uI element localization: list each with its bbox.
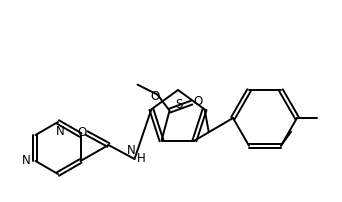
Text: N: N xyxy=(56,125,64,138)
Text: O: O xyxy=(193,95,202,108)
Text: H: H xyxy=(136,152,145,164)
Text: N: N xyxy=(127,143,136,157)
Text: N: N xyxy=(22,155,30,167)
Text: S: S xyxy=(175,98,183,111)
Text: O: O xyxy=(150,90,159,103)
Text: O: O xyxy=(77,125,86,139)
